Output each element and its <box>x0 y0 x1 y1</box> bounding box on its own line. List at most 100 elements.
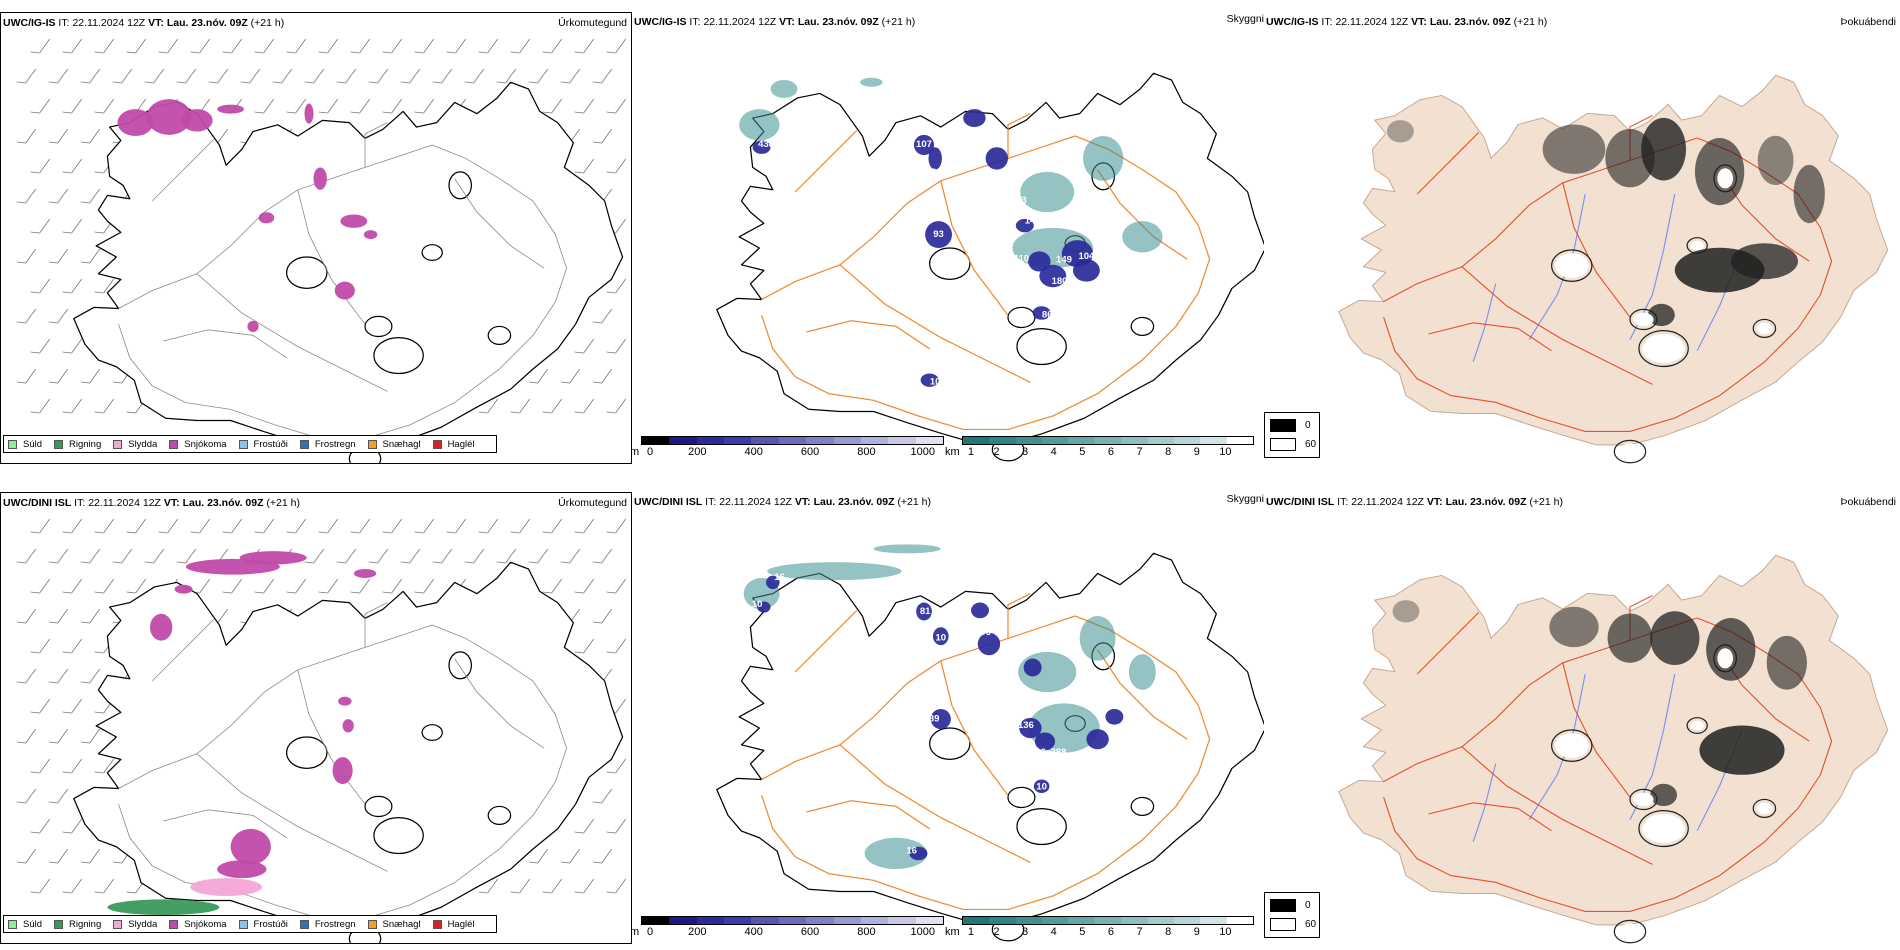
legend-label: Rigning <box>69 918 102 930</box>
glacier-outline <box>448 171 473 200</box>
glacier-outline <box>1752 798 1777 818</box>
glacier-outline <box>1550 729 1593 762</box>
fog-index-area <box>1650 783 1678 807</box>
low-ceiling-area <box>1019 717 1042 739</box>
colorbar-cell <box>696 437 725 444</box>
glacier-outline <box>1613 919 1647 944</box>
legend-swatch <box>367 439 377 449</box>
fog-legend-swatch <box>1270 419 1296 432</box>
legend-item: Snæhagl <box>367 438 421 450</box>
panel-title-visibility: Skyggni <box>1226 13 1264 25</box>
fog-index-area <box>1607 613 1653 663</box>
colorbar-cell <box>1042 917 1069 924</box>
glacier-fill <box>1617 443 1643 460</box>
colorbar-tick-label: 2 <box>993 926 1000 938</box>
fog-index-area <box>1386 120 1414 143</box>
fog-index-area <box>1650 611 1700 666</box>
road-line <box>364 122 388 168</box>
road-line <box>151 139 215 202</box>
panel-header-1a: UWC/IG-IS IT: 22.11.2024 12Z VT: Lau. 23… <box>3 17 285 29</box>
snow-area <box>146 99 192 135</box>
legend-label: Snæhagl <box>382 438 421 450</box>
fog-legend-row: 0 <box>1270 419 1311 432</box>
visibility-colorbar: 1 2 3 4 5 6 7 8 9 10 km <box>945 436 1254 460</box>
road-line <box>1416 132 1480 195</box>
low-visibility-area <box>1083 136 1124 181</box>
glacier-fill <box>1756 322 1773 334</box>
road-line <box>1461 266 1653 385</box>
glacier-fill <box>1756 802 1773 814</box>
fog-legend-1: 0 60 <box>1264 412 1320 458</box>
road-line <box>297 669 366 805</box>
colorbar-tick-label: 7 <box>1136 926 1143 938</box>
snow-area <box>340 214 368 228</box>
low-ceiling-area <box>1023 658 1042 677</box>
ceiling-value-label: 104 <box>1078 251 1095 262</box>
road-line <box>761 135 1076 301</box>
glacier-fill <box>1554 253 1589 278</box>
road-line <box>1416 612 1480 675</box>
legend-label: Frostregn <box>314 918 356 930</box>
legend-item: Rigning <box>54 919 101 930</box>
visibility-panel-1: 438 107 33 27 93 145 110 184 180 149 104 83 86 10 UWC… <box>632 12 1264 464</box>
colorbar-cell <box>888 437 916 444</box>
legend-label: Snjókoma <box>184 438 227 450</box>
precip-type-panel-2: UWC/DINI ISL IT: 22.11.2024 12Z VT: Lau.… <box>0 492 632 944</box>
glacier-outline <box>1016 328 1067 366</box>
road-line <box>1428 802 1552 832</box>
low-ceiling-area <box>1032 306 1051 320</box>
legend-swatch <box>113 439 123 449</box>
glacier-fill <box>1717 648 1734 669</box>
low-visibility-area <box>1128 654 1156 690</box>
colorbar-tick-label: 400 <box>744 926 763 938</box>
fog-panel-2: UWC/DINI ISL IT: 22.11.2024 12Z VT: Lau.… <box>1264 492 1900 944</box>
glacier-outline <box>1629 788 1658 811</box>
colorbar-cell <box>642 917 670 924</box>
low-ceiling-area <box>1072 259 1100 282</box>
legend-item: Frostregn <box>299 918 356 930</box>
colorbar-cell <box>1121 917 1148 924</box>
snow-area <box>230 828 271 865</box>
low-ceiling-area <box>930 708 951 730</box>
glacier-outline <box>1130 316 1155 336</box>
colorbar-cell <box>915 437 943 444</box>
road-line <box>1007 113 1031 159</box>
ceiling-value-label: 10 <box>936 633 947 644</box>
low-ceiling-area <box>916 602 932 621</box>
road-line <box>454 658 545 749</box>
ceiling-value-label: 27 <box>971 155 982 166</box>
legend-label: Snjókoma <box>184 918 227 930</box>
fog-legend-row: 60 <box>1270 438 1316 451</box>
fog-map-1 <box>1338 74 1889 464</box>
snow-area <box>217 860 267 879</box>
colorbar-cell <box>1173 917 1201 924</box>
road-line <box>1007 593 1031 639</box>
road-line <box>118 624 433 789</box>
fog-index-area <box>1699 725 1785 775</box>
ceiling-value-label: 29 <box>790 606 801 617</box>
glacier-outline <box>1130 796 1155 816</box>
fog-legend-swatch <box>1270 918 1296 931</box>
ceiling-value-label: 210 <box>1013 740 1029 751</box>
panel-header-1c: UWC/IG-IS IT: 22.11.2024 12Z VT: Lau. 23… <box>1266 16 1548 28</box>
fog-index-area <box>1706 618 1756 681</box>
road-line <box>364 602 388 648</box>
fog-index-area <box>1757 135 1794 186</box>
ceiling-value-label: 33 <box>931 167 942 178</box>
colorbar-cell <box>1015 917 1043 924</box>
colorbar-cell <box>989 917 1016 924</box>
ceiling-colorbar: 0 200 400 600 800 1000 m <box>632 436 944 460</box>
colorbar-cell <box>963 437 990 444</box>
glacier-outline <box>1016 808 1067 846</box>
glacier-fill <box>1633 312 1654 327</box>
colorbar-tick-label: 8 <box>1165 446 1172 458</box>
low-visibility-area <box>770 80 798 98</box>
panel-title-fog: Þokuábendi <box>1840 16 1896 28</box>
colorbar-tick-label: 800 <box>857 926 876 938</box>
snow-area <box>247 320 259 333</box>
colorbar-cell <box>1226 917 1253 924</box>
glacier-outline <box>1007 306 1036 329</box>
glacier-outline <box>1686 237 1708 254</box>
legend-item: Slydda <box>113 439 157 450</box>
